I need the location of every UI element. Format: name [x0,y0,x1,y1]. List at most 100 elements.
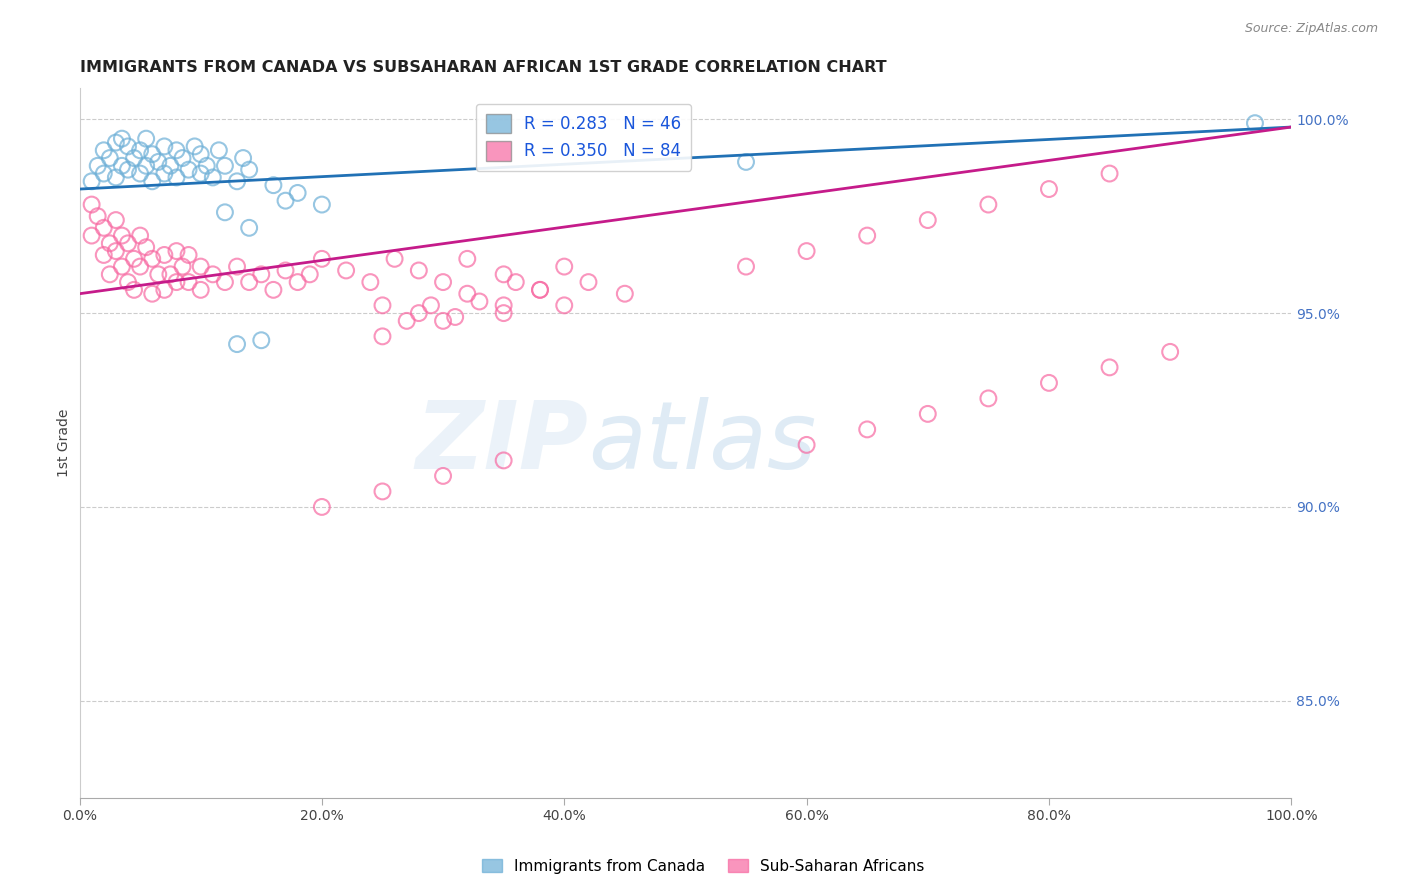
Text: Source: ZipAtlas.com: Source: ZipAtlas.com [1244,22,1378,36]
Point [141,252,163,266]
Point [195,159,218,173]
Point [432,314,454,328]
Point [166,170,188,185]
Point [190,283,212,297]
Point [98,151,121,165]
Point [371,298,394,312]
Point [371,484,394,499]
Point [80,197,103,211]
Point [492,453,515,467]
Point [529,283,551,297]
Point [190,167,212,181]
Legend: Immigrants from Canada, Sub-Saharan Africans: Immigrants from Canada, Sub-Saharan Afri… [475,853,931,880]
Point [250,268,273,282]
Point [80,228,103,243]
Point [111,131,134,145]
Point [111,159,134,173]
Point [1098,360,1121,375]
Point [262,178,284,193]
Point [111,228,134,243]
Point [359,275,381,289]
Point [796,438,818,452]
Point [153,248,176,262]
Point [153,283,176,297]
Point [371,329,394,343]
Point [226,337,249,351]
Point [141,147,163,161]
Point [172,151,194,165]
Point [250,333,273,347]
Point [190,260,212,274]
Point [98,268,121,282]
Point [432,275,454,289]
Point [166,244,188,258]
Point [201,268,224,282]
Y-axis label: 1st Grade: 1st Grade [58,409,72,477]
Point [311,197,333,211]
Point [456,286,478,301]
Point [408,306,430,320]
Point [1098,167,1121,181]
Point [917,407,939,421]
Point [468,294,491,309]
Point [80,174,103,188]
Point [172,260,194,274]
Point [505,275,527,289]
Point [104,244,127,258]
Point [177,248,200,262]
Point [238,162,260,177]
Point [298,268,321,282]
Point [148,268,170,282]
Point [117,162,139,177]
Point [408,263,430,277]
Point [86,159,108,173]
Point [159,159,181,173]
Point [420,298,443,312]
Point [104,136,127,150]
Point [111,260,134,274]
Point [183,139,205,153]
Point [93,220,115,235]
Point [226,260,249,274]
Point [287,275,309,289]
Point [856,228,879,243]
Point [177,275,200,289]
Point [262,283,284,297]
Text: IMMIGRANTS FROM CANADA VS SUBSAHARAN AFRICAN 1ST GRADE CORRELATION CHART: IMMIGRANTS FROM CANADA VS SUBSAHARAN AFR… [80,60,886,75]
Point [492,306,515,320]
Point [177,162,200,177]
Point [274,194,297,208]
Point [153,139,176,153]
Point [117,236,139,251]
Point [129,143,152,157]
Point [208,143,231,157]
Point [86,209,108,223]
Point [384,252,406,266]
Point [214,275,236,289]
Point [104,213,127,227]
Point [141,174,163,188]
Legend: R = 0.283   N = 46, R = 0.350   N = 84: R = 0.283 N = 46, R = 0.350 N = 84 [475,103,692,170]
Point [122,252,145,266]
Point [238,220,260,235]
Point [395,314,418,328]
Point [141,286,163,301]
Point [122,151,145,165]
Point [456,252,478,266]
Point [553,298,575,312]
Point [735,260,758,274]
Point [214,159,236,173]
Point [492,268,515,282]
Point [444,310,467,324]
Point [148,155,170,169]
Point [613,286,636,301]
Point [578,275,600,289]
Point [98,236,121,251]
Point [311,500,333,514]
Point [232,151,254,165]
Point [117,139,139,153]
Point [93,248,115,262]
Point [492,298,515,312]
Point [159,268,181,282]
Point [93,167,115,181]
